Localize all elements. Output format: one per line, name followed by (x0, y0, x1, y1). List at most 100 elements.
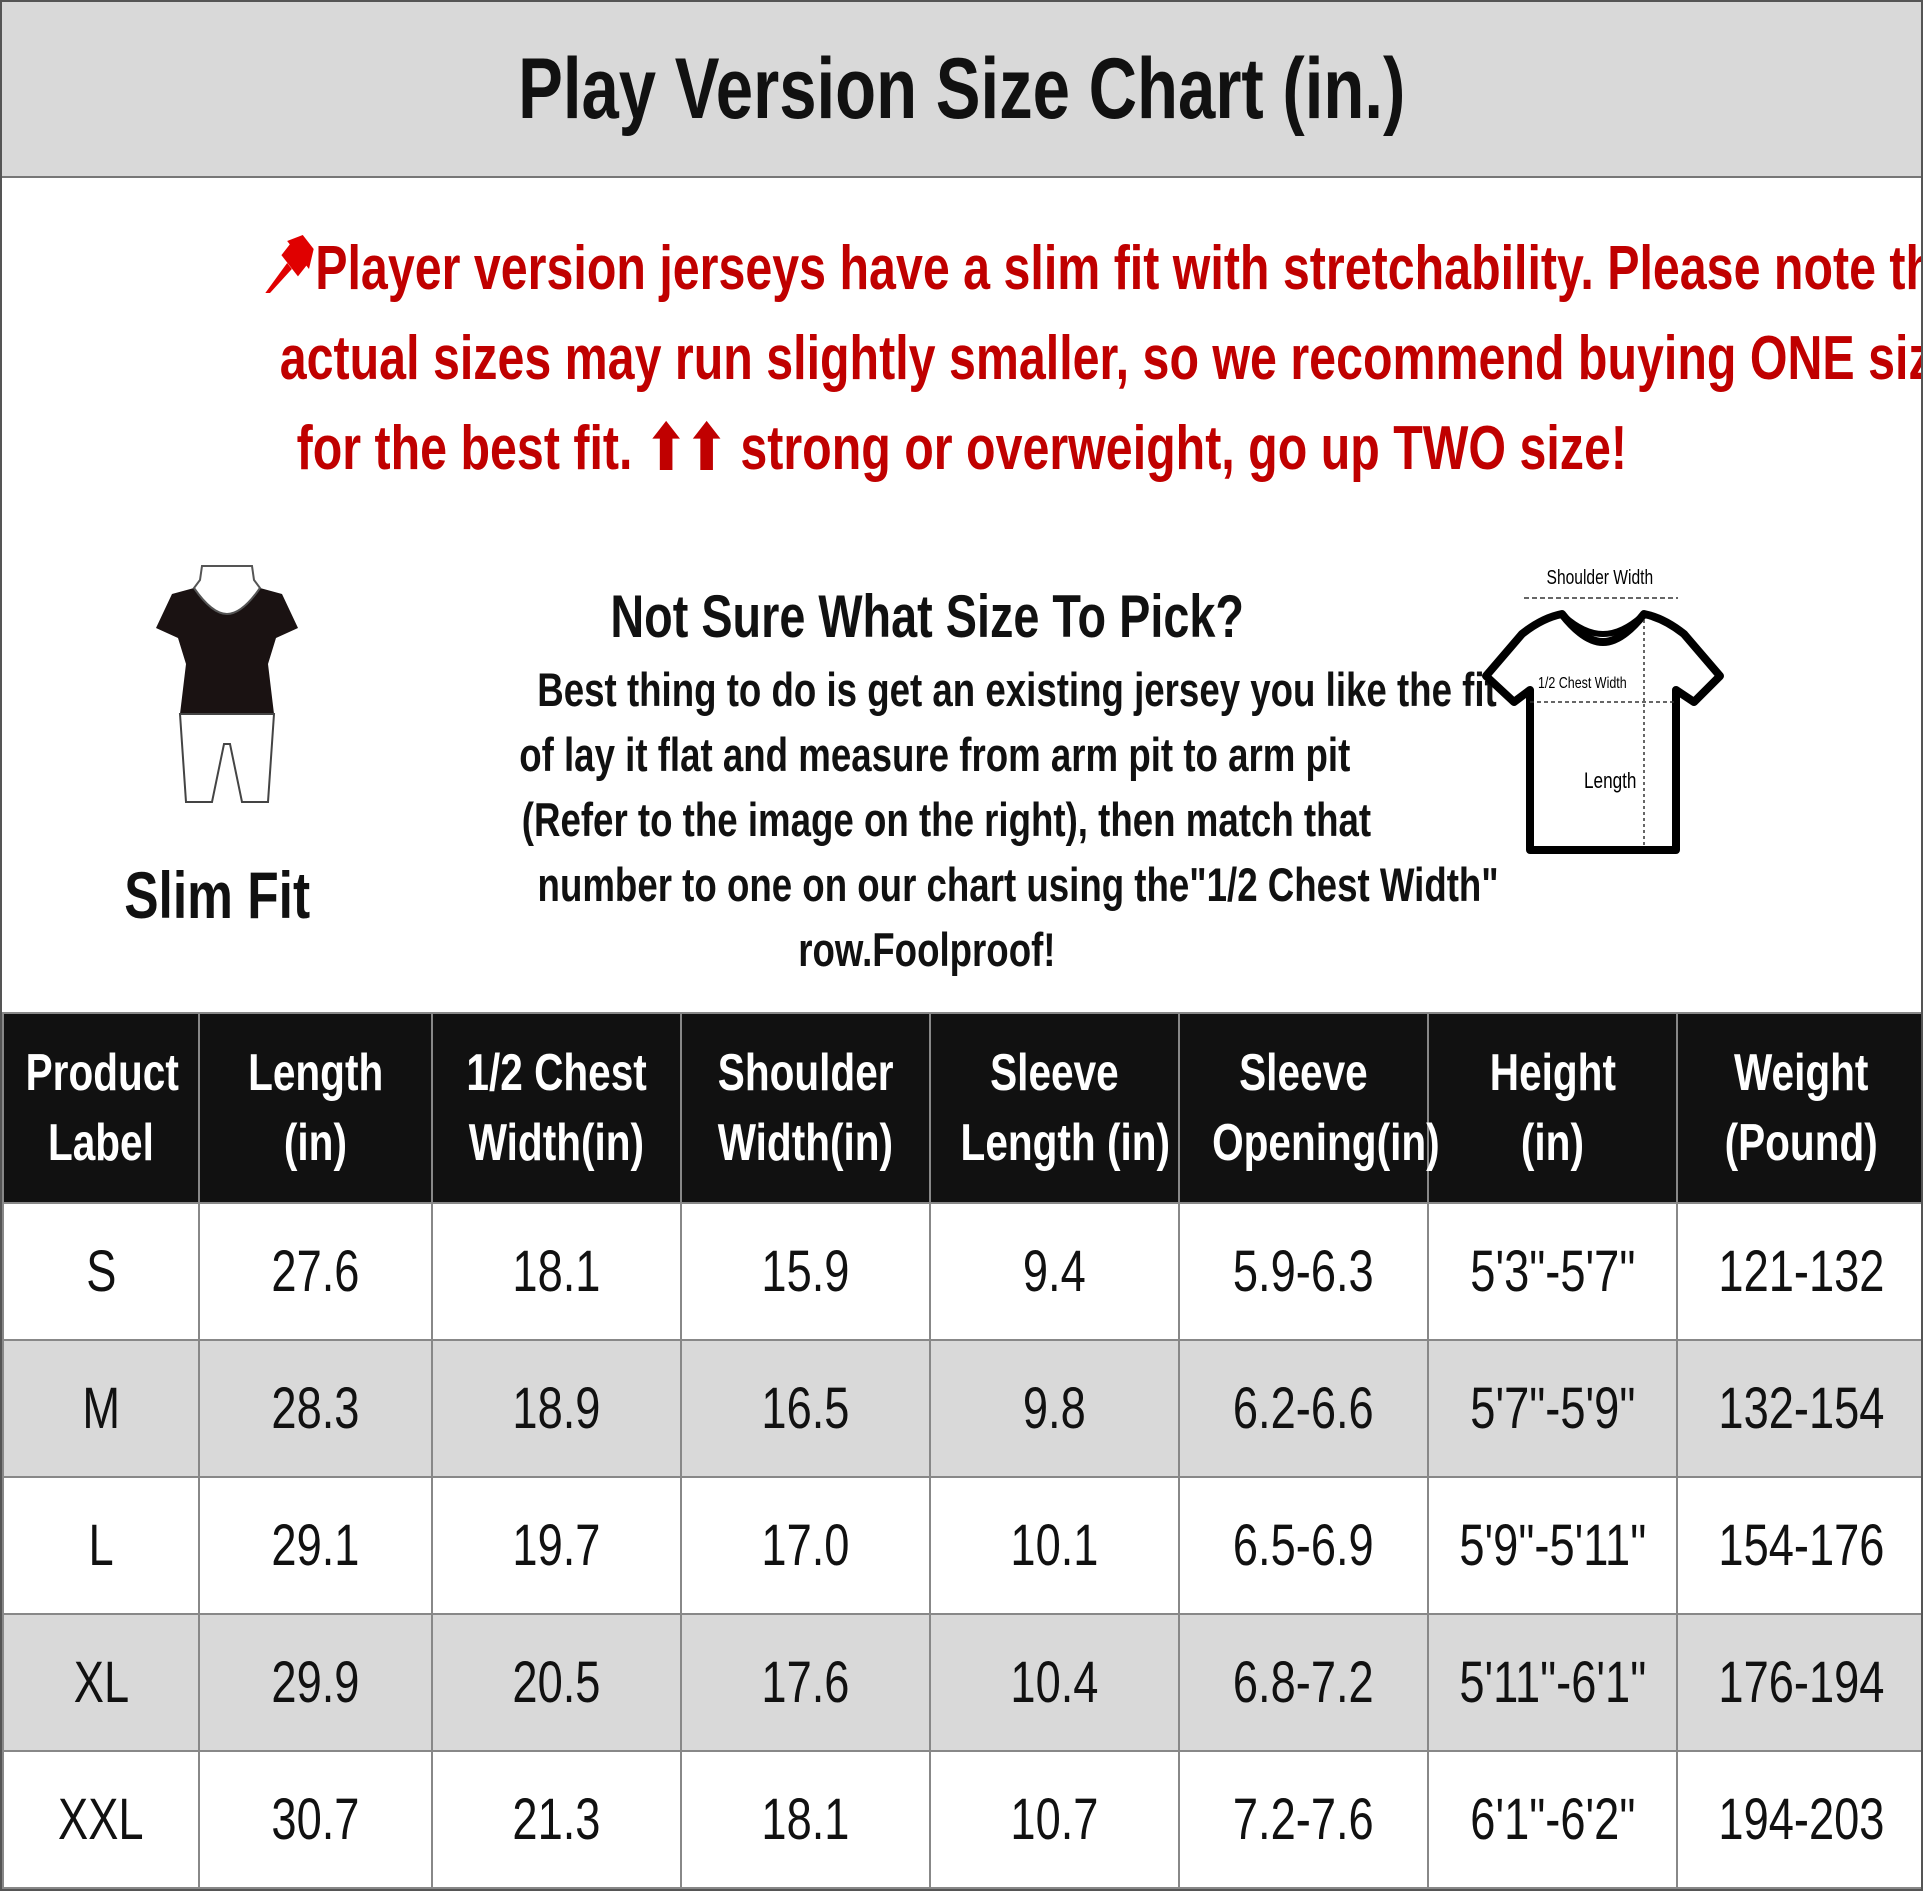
column-header-text: Width(in) (717, 1114, 894, 1172)
cell-value: 30.7 (271, 1787, 360, 1852)
column-header: Shoulder Width(in) (680, 1012, 931, 1204)
table-cell: 176-194 (1676, 1613, 1921, 1752)
shoulder-width-label: Shoulder Width (1547, 566, 1654, 588)
table-cell: 19.7 (431, 1476, 682, 1615)
table-cell: 5'9"-5'11" (1427, 1476, 1678, 1615)
column-header: 1/2 Chest Width(in) (431, 1012, 682, 1204)
cell-value: 5.9-6.3 (1233, 1239, 1374, 1304)
cell-value: 17.0 (761, 1513, 850, 1578)
pushpin-icon (265, 235, 314, 293)
table-row: M 28.3 18.9 16.5 9.8 6.2-6.6 5'7"-5'9" 132-154 (2, 1339, 1921, 1478)
column-header-text: 1/2 Chest (466, 1044, 647, 1102)
cell-value: 18.9 (512, 1376, 601, 1441)
cell-value: 5'3"-5'7" (1469, 1239, 1636, 1304)
table-cell: 18.9 (431, 1339, 682, 1478)
column-header-text: Shoulder (717, 1044, 894, 1102)
column-header: Length (in) (198, 1012, 433, 1204)
cell-value: 194-203 (1718, 1787, 1885, 1852)
length-label: Length (1584, 769, 1636, 794)
table-cell: XXL (2, 1750, 200, 1889)
column-header-text: Sleeve (1239, 1044, 1368, 1102)
cell-value: 6'1"-6'2" (1469, 1787, 1636, 1852)
cell-value: 28.3 (271, 1376, 360, 1441)
table-row: XL 29.9 20.5 17.6 10.4 6.8-7.2 5'11"-6'1" 176-1… (2, 1613, 1921, 1752)
column-header-text: (in) (283, 1114, 348, 1172)
column-header: Sleeve Length (in) (929, 1012, 1180, 1204)
cell-value: 6.5-6.9 (1233, 1513, 1374, 1578)
table-cell: 5'11"-6'1" (1427, 1613, 1678, 1752)
size-table: Product Label Length (in) 1/2 Chest Width(in)… (2, 1012, 1921, 1889)
column-header: Sleeve Opening(in) (1178, 1012, 1440, 1204)
table-cell: 5.9-6.3 (1178, 1202, 1429, 1341)
table-cell: 17.6 (680, 1613, 931, 1752)
column-header-text: Width(in) (468, 1114, 645, 1172)
table-cell: 154-176 (1676, 1476, 1921, 1615)
notice-line-3: for the best fit. ⬆⬆ strong or overweigh… (296, 414, 1627, 483)
column-header-text: Length (247, 1044, 384, 1102)
cell-value: 154-176 (1718, 1513, 1885, 1578)
title-band: Play Version Size Chart (in.) (2, 2, 1921, 178)
table-cell: 10.4 (929, 1613, 1180, 1752)
table-cell: 6.8-7.2 (1178, 1613, 1429, 1752)
column-header: Weight (Pound) (1676, 1012, 1921, 1204)
table-cell: 194-203 (1676, 1750, 1921, 1889)
table-row: S 27.6 18.1 15.9 9.4 5.9-6.3 5'3"-5'7" 121-132 (2, 1202, 1921, 1341)
cell-value: 15.9 (761, 1239, 850, 1304)
fit-notice: Player version jerseys have a slim fit w… (22, 224, 1921, 494)
cell-value: 18.1 (512, 1239, 601, 1304)
cell-value: M (82, 1376, 120, 1441)
cell-value: S (85, 1239, 117, 1304)
help-line: Best thing to do is get an existing jers… (537, 663, 1497, 716)
column-header: Height (in) (1427, 1012, 1678, 1204)
cell-value: 5'9"-5'11" (1459, 1513, 1646, 1578)
table-cell: 29.1 (198, 1476, 433, 1615)
column-header-text: (in) (1520, 1114, 1585, 1172)
page-title: Play Version Size Chart (in.) (517, 40, 1406, 137)
table-cell: 5'3"-5'7" (1427, 1202, 1678, 1341)
table-header-row: Product Label Length (in) 1/2 Chest Width(in)… (2, 1012, 1921, 1204)
table-cell: L (2, 1476, 200, 1615)
notice-line-1: Player version jerseys have a slim fit w… (315, 234, 1923, 303)
table-cell: 10.7 (929, 1750, 1180, 1889)
table-cell: 132-154 (1676, 1339, 1921, 1478)
column-header-text: Weight (1734, 1044, 1869, 1102)
table-cell: 28.3 (198, 1339, 433, 1478)
cell-value: 9.4 (1023, 1239, 1086, 1304)
table-cell: 20.5 (431, 1613, 682, 1752)
cell-value: 27.6 (271, 1239, 360, 1304)
column-header-text: Length (in) (960, 1114, 1171, 1172)
table-cell: 6'1"-6'2" (1427, 1750, 1678, 1889)
table-cell: 9.4 (929, 1202, 1180, 1341)
cell-value: XXL (58, 1787, 144, 1852)
cell-value: 29.1 (271, 1513, 360, 1578)
cell-value: 6.2-6.6 (1233, 1376, 1374, 1441)
cell-value: L (88, 1513, 114, 1578)
table-cell: M (2, 1339, 200, 1478)
cell-value: 10.1 (1010, 1513, 1099, 1578)
table-row: XXL 30.7 21.3 18.1 10.7 7.2-7.6 6'1"-6'2" 194-2… (2, 1750, 1921, 1889)
cell-value: 16.5 (761, 1376, 850, 1441)
cell-value: XL (73, 1650, 129, 1715)
table-cell: 29.9 (198, 1613, 433, 1752)
slim-fit-label: Slim Fit (124, 858, 310, 932)
table-cell: 6.2-6.6 (1178, 1339, 1429, 1478)
cell-value: 10.7 (1010, 1787, 1099, 1852)
column-header-text: Opening(in) (1212, 1114, 1440, 1172)
help-line: number to one on our chart using the"1/2… (537, 858, 1499, 911)
chest-width-label: 1/2 Chest Width (1538, 675, 1627, 693)
column-header-text: (Pound) (1724, 1114, 1879, 1172)
column-header-text: Product (25, 1044, 179, 1102)
table-row: L 29.1 19.7 17.0 10.1 6.5-6.9 5'9"-5'11" 154-17… (2, 1476, 1921, 1615)
cell-value: 5'7"-5'9" (1469, 1376, 1636, 1441)
cell-value: 18.1 (761, 1787, 850, 1852)
help-line: (Refer to the image on the right), then … (521, 793, 1372, 846)
table-cell: 6.5-6.9 (1178, 1476, 1429, 1615)
tshirt-measurement-diagram: Shoulder Width 1/2 Chest Width Length (1482, 566, 1724, 854)
table-cell: XL (2, 1613, 200, 1752)
table-cell: 18.1 (431, 1202, 682, 1341)
notice-line-2: actual sizes may run slightly smaller, s… (279, 324, 1921, 393)
column-header-text: Label (48, 1114, 154, 1172)
column-header: Product Label (2, 1012, 200, 1204)
help-title: Not Sure What Size To Pick? (610, 583, 1244, 650)
